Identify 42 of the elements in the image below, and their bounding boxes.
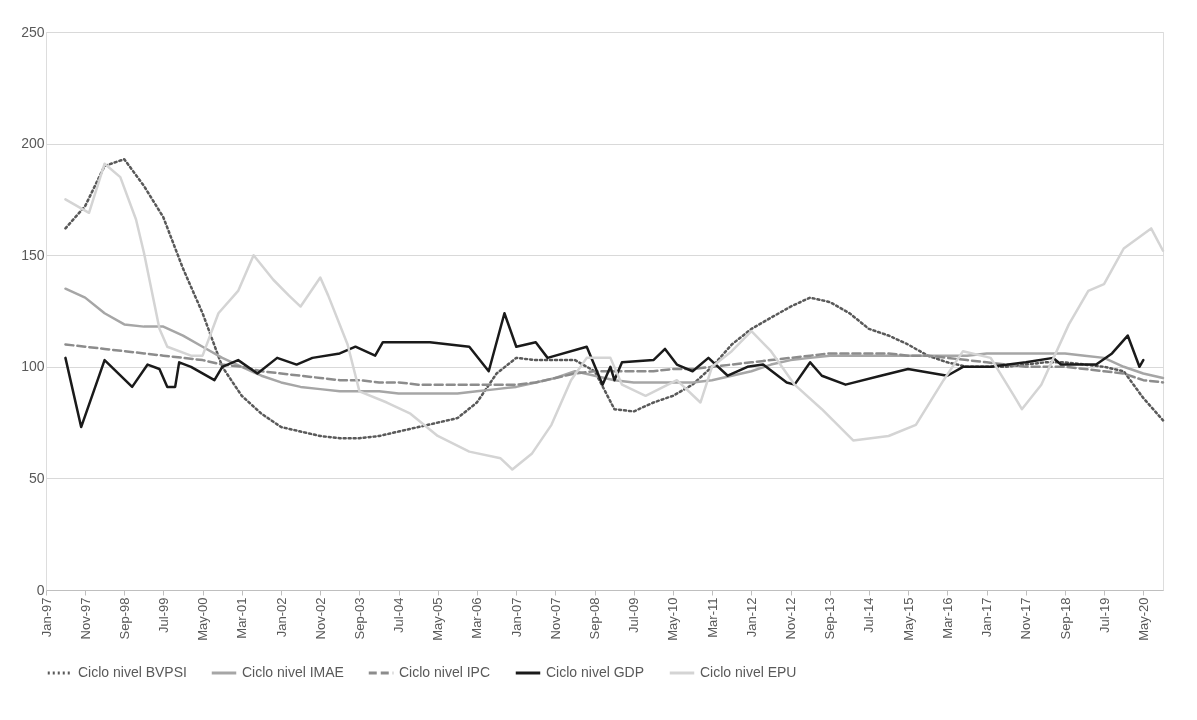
x-tick-label: Jan-97: [38, 597, 54, 638]
y-tick-label: 100: [21, 358, 45, 375]
x-tick-label: May-20: [1135, 597, 1151, 641]
legend-label: Ciclo nivel GDP: [546, 664, 645, 680]
x-tick-label: May-15: [900, 597, 916, 641]
x-tick-label: Nov-02: [312, 597, 328, 640]
x-tick-label: Sep-98: [116, 597, 132, 640]
x-tick-label: Jan-12: [743, 597, 759, 638]
x-tick-label: May-05: [430, 597, 446, 641]
x-tick-label: Jul-99: [155, 597, 171, 633]
legend-label: Ciclo nivel EPU: [700, 664, 797, 680]
y-tick-label: 250: [21, 23, 45, 40]
x-tick-label: Mar-01: [234, 597, 250, 639]
x-tick-label: Jul-19: [1096, 597, 1112, 633]
x-tick-label: Nov-17: [1018, 597, 1034, 640]
x-tick-label: May-10: [665, 597, 681, 641]
x-tick-label: May-00: [195, 597, 211, 641]
x-tick-label: Sep-03: [351, 597, 367, 640]
y-tick-label: 200: [21, 135, 45, 152]
x-tick-label: Sep-13: [822, 597, 838, 640]
y-tick-label: 50: [28, 469, 45, 486]
x-tick-label: Jul-04: [391, 597, 407, 633]
y-tick-label: 150: [21, 246, 45, 263]
y-tick-label: 0: [36, 581, 45, 598]
x-tick-label: Jan-17: [979, 597, 995, 638]
line-series: [64, 311, 1145, 429]
x-tick-label: Nov-97: [77, 597, 93, 640]
legend-label: Ciclo nivel BVPSI: [78, 664, 187, 680]
x-tick-label: Nov-12: [783, 597, 799, 640]
legend-label: Ciclo nivel IPC: [399, 664, 491, 680]
x-tick-label: Jan-02: [273, 597, 289, 638]
x-tick-label: Nov-07: [547, 597, 563, 640]
legend-label: Ciclo nivel IMAE: [242, 664, 344, 680]
x-tick-label: Jan-07: [508, 597, 524, 638]
line-series: [64, 343, 1165, 386]
x-tick-label: Mar-11: [704, 597, 720, 638]
x-tick-label: Sep-18: [1057, 597, 1073, 640]
x-tick-label: Mar-06: [469, 597, 485, 639]
x-tick-label: Sep-08: [587, 597, 603, 640]
x-tick-label: Jul-14: [861, 597, 877, 633]
x-tick-label: Jul-09: [626, 597, 642, 633]
x-tick-label: Mar-16: [939, 597, 955, 639]
